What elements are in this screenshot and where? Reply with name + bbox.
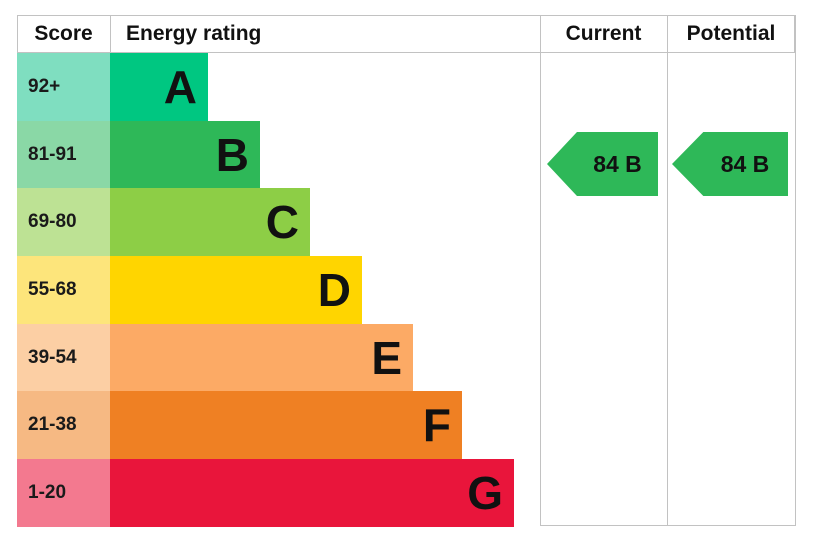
score-range-e: 39-54: [17, 323, 110, 392]
rating-bar-e: E: [110, 323, 413, 392]
score-range-b: 81-91: [17, 120, 110, 189]
rating-letter-c: C: [265, 196, 299, 249]
score-range-f: 21-38: [17, 391, 110, 460]
chart-area: Score Energy rating Current Potential 92…: [17, 15, 796, 527]
rating-letter-d: D: [317, 263, 351, 316]
header-divider: [110, 16, 111, 52]
band-row-b: 81-91 B: [17, 120, 540, 189]
band-row-e: 39-54 E: [17, 323, 540, 392]
potential-column: [667, 15, 796, 526]
rating-bar-b: B: [110, 120, 260, 189]
band-row-d: 55-68 D: [17, 256, 540, 324]
potential-rating-arrow: 84 B: [672, 132, 788, 196]
header-row: [17, 15, 795, 53]
rating-bar-g: G: [110, 459, 514, 527]
score-column-header: Score: [34, 22, 93, 45]
rating-letter-e: E: [371, 331, 402, 384]
rating-letter-g: G: [467, 466, 503, 519]
rating-bar-c: C: [110, 188, 310, 257]
score-range-g: 1-20: [17, 459, 110, 527]
rating-letter-f: F: [422, 399, 451, 452]
rating-letter-a: A: [163, 60, 197, 113]
score-range-d: 55-68: [17, 256, 110, 324]
rating-bar-d: D: [110, 256, 362, 324]
rating-letter-b: B: [215, 128, 249, 181]
rating-bar-a: A: [110, 53, 208, 121]
band-row-f: 21-38 F: [17, 391, 540, 460]
energy-rating-column-header: Energy rating: [126, 22, 262, 45]
current-column-header: Current: [565, 22, 642, 45]
current-column: [540, 15, 667, 526]
score-range-a: 92+: [17, 53, 110, 121]
score-range-c: 69-80: [17, 188, 110, 257]
band-rows: 92+ A 81-91 B 69-80 C 55-68 D: [17, 53, 540, 527]
rating-bar-f: F: [110, 391, 462, 460]
potential-column-header: Potential: [686, 22, 776, 45]
band-row-a: 92+ A: [17, 53, 540, 121]
band-row-c: 69-80 C: [17, 188, 540, 257]
band-row-g: 1-20 G: [17, 459, 540, 527]
